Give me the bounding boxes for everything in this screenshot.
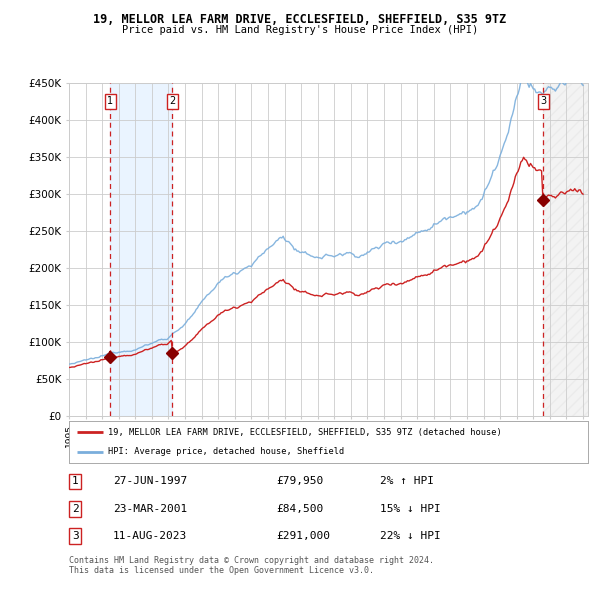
Text: 27-JUN-1997: 27-JUN-1997 (113, 477, 187, 487)
Text: 3: 3 (72, 531, 79, 541)
Text: 2: 2 (169, 96, 175, 106)
Text: Contains HM Land Registry data © Crown copyright and database right 2024.
This d: Contains HM Land Registry data © Crown c… (69, 556, 434, 575)
Text: 15% ↓ HPI: 15% ↓ HPI (380, 504, 441, 514)
Text: 2: 2 (72, 504, 79, 514)
Text: 1: 1 (107, 96, 113, 106)
Text: 19, MELLOR LEA FARM DRIVE, ECCLESFIELD, SHEFFIELD, S35 9TZ (detached house): 19, MELLOR LEA FARM DRIVE, ECCLESFIELD, … (108, 428, 502, 437)
Bar (110, 83, 172, 416)
Text: 19, MELLOR LEA FARM DRIVE, ECCLESFIELD, SHEFFIELD, S35 9TZ: 19, MELLOR LEA FARM DRIVE, ECCLESFIELD, … (94, 13, 506, 26)
Text: 1: 1 (72, 477, 79, 487)
Text: 3: 3 (541, 96, 547, 106)
Text: 2% ↑ HPI: 2% ↑ HPI (380, 477, 434, 487)
Text: Price paid vs. HM Land Registry's House Price Index (HPI): Price paid vs. HM Land Registry's House … (122, 25, 478, 35)
Text: 23-MAR-2001: 23-MAR-2001 (113, 504, 187, 514)
Text: £84,500: £84,500 (277, 504, 324, 514)
Text: HPI: Average price, detached house, Sheffield: HPI: Average price, detached house, Shef… (108, 447, 344, 456)
Bar (544, 83, 592, 416)
Text: 11-AUG-2023: 11-AUG-2023 (113, 531, 187, 541)
Text: 22% ↓ HPI: 22% ↓ HPI (380, 531, 441, 541)
Text: £79,950: £79,950 (277, 477, 324, 487)
Text: £291,000: £291,000 (277, 531, 331, 541)
